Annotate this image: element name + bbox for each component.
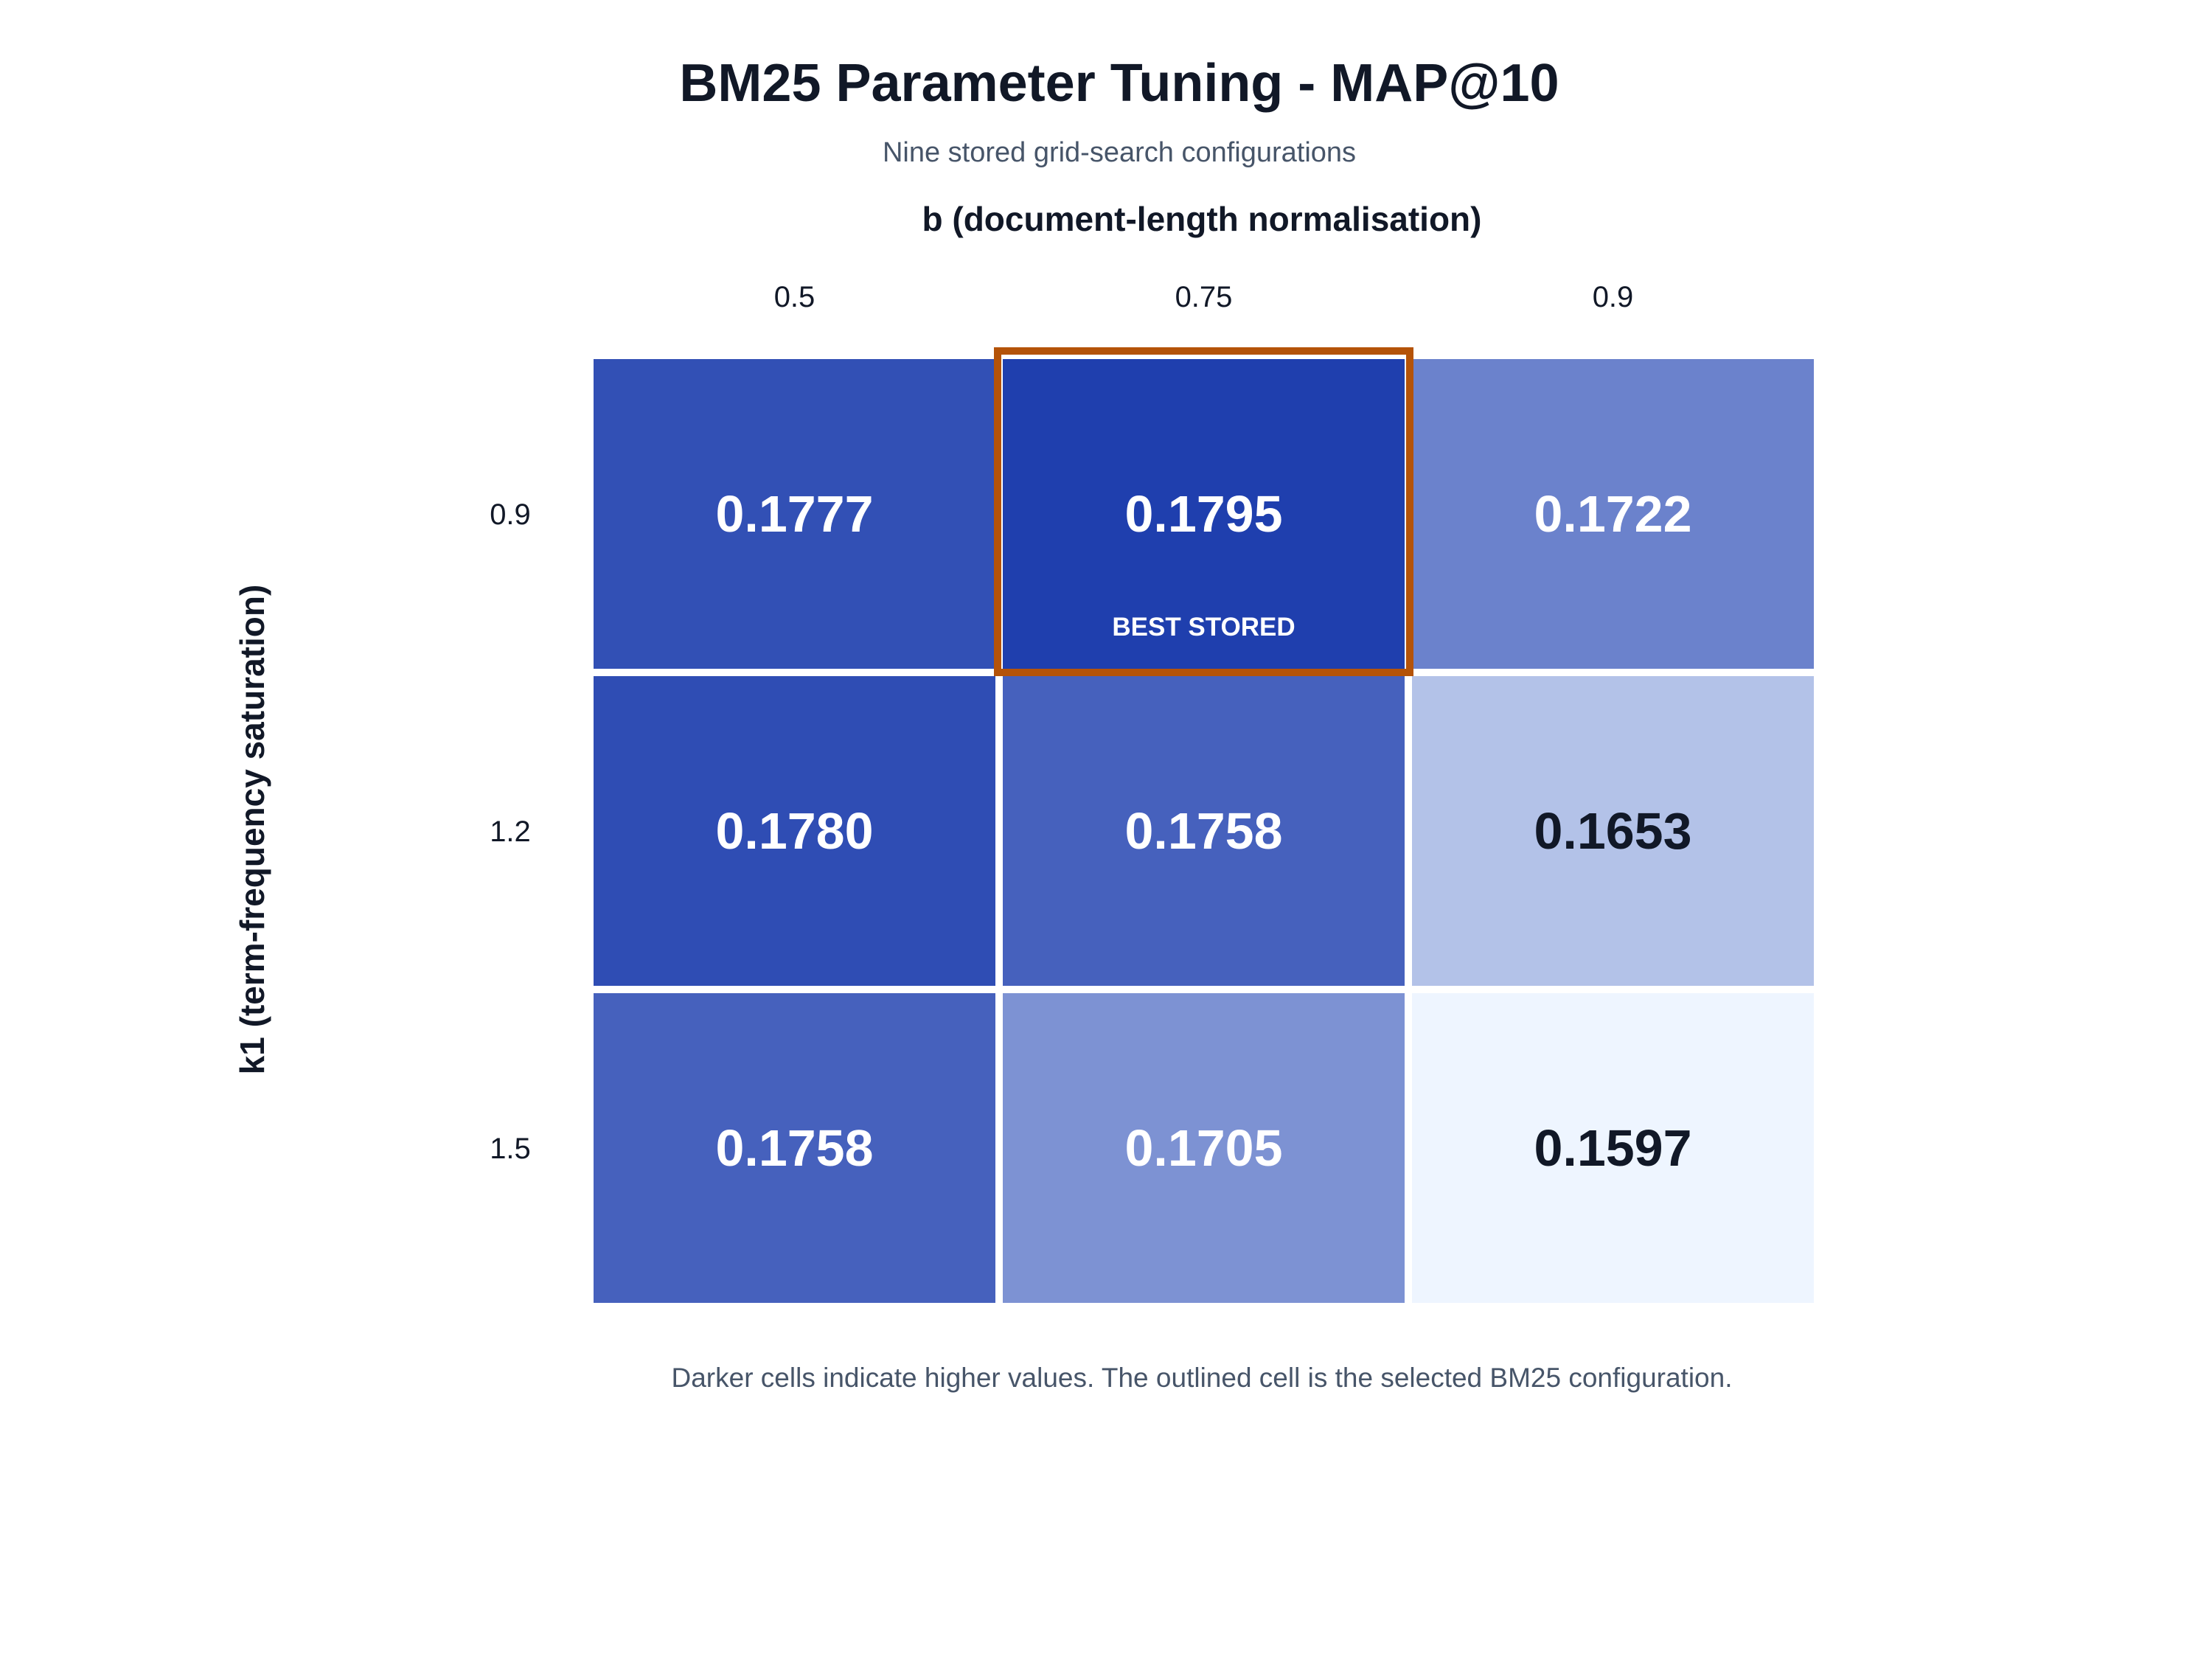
x-tick-label: 0.9 <box>1593 281 1634 313</box>
cell-value-label: 0.1795 <box>1124 485 1282 543</box>
y-tick-label: 1.5 <box>490 1133 531 1165</box>
cell-value-label: 0.1653 <box>1534 802 1691 860</box>
heatmap-cell <box>586 986 1003 1310</box>
best-stored-badge: BEST STORED <box>1112 613 1295 641</box>
y-tick-label: 1.2 <box>490 815 531 848</box>
heatmap-cell <box>1405 986 1821 1310</box>
x-tick-label: 0.5 <box>774 281 815 313</box>
cell-value-label: 0.1758 <box>715 1119 873 1177</box>
heatmap-cell <box>995 986 1412 1310</box>
cell-value-label: 0.1777 <box>715 485 873 543</box>
cell-value-label: 0.1722 <box>1534 485 1691 543</box>
best-cell-outline <box>994 347 1413 676</box>
chart-subtitle: Nine stored grid-search configurations <box>882 137 1357 168</box>
heatmap-cell <box>1405 669 1821 993</box>
x-axis-title: b (document-length normalisation) <box>922 200 1482 238</box>
cell-value-label: 0.1780 <box>715 802 873 860</box>
x-tick-label: 0.75 <box>1175 281 1233 313</box>
cell-value-label: 0.1597 <box>1534 1119 1691 1177</box>
chart-title: BM25 Parameter Tuning - MAP@10 <box>679 54 1559 113</box>
chart-footnote: Darker cells indicate higher values. The… <box>671 1363 1733 1393</box>
y-tick-label: 0.9 <box>490 498 531 531</box>
cell-value-label: 0.1758 <box>1124 802 1282 860</box>
cell-value-label: 0.1705 <box>1124 1119 1282 1177</box>
